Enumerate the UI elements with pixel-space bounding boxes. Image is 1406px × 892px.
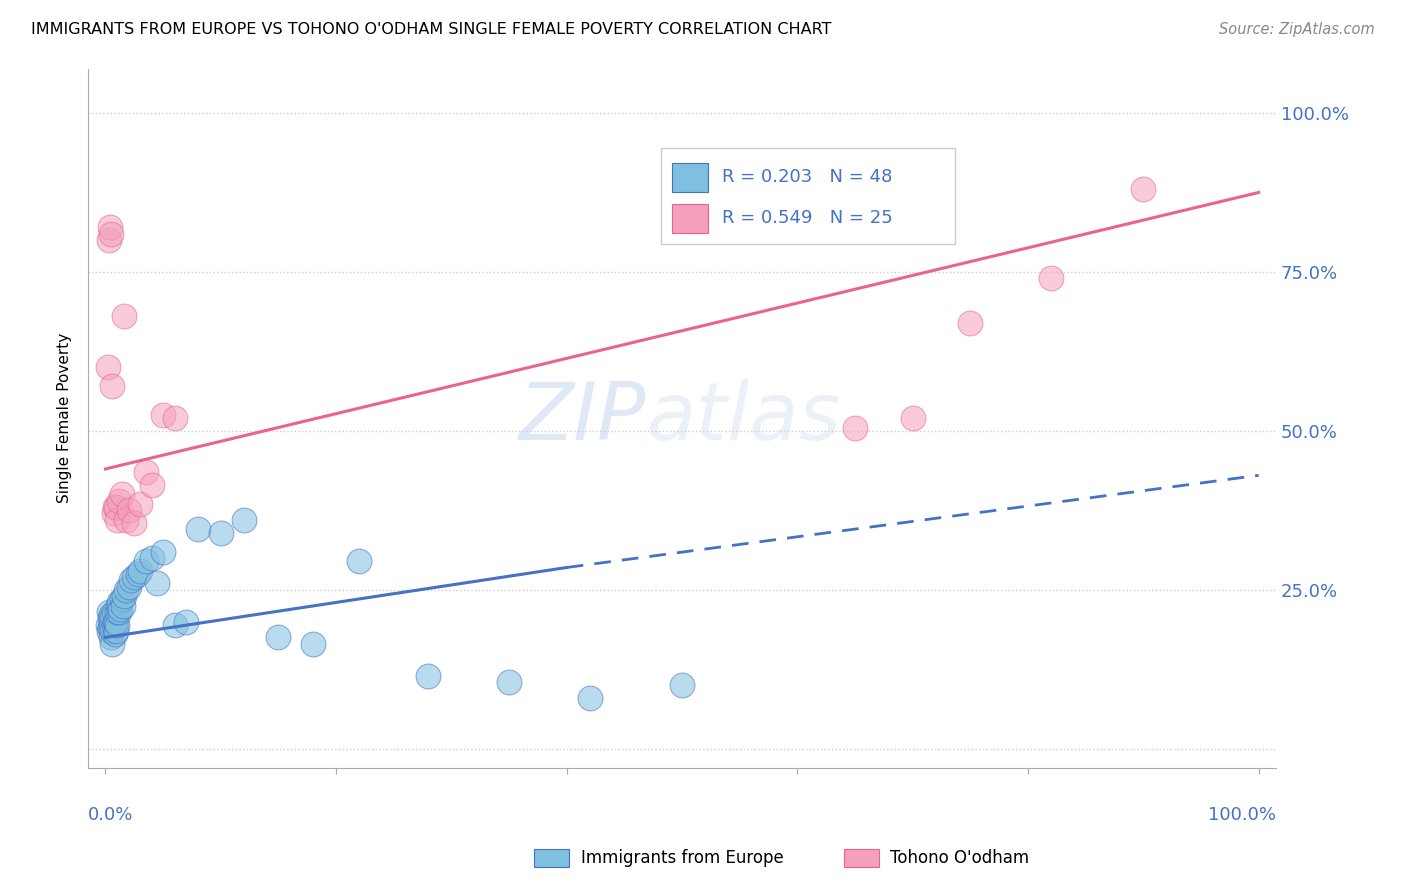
- Point: [101, 611, 124, 625]
- Point: [112, 589, 135, 603]
- Text: Tohono O'odham: Tohono O'odham: [890, 849, 1029, 867]
- Point: [111, 599, 134, 613]
- Point: [110, 487, 132, 501]
- Point: [418, 668, 440, 682]
- Point: [108, 493, 131, 508]
- Point: [100, 617, 122, 632]
- Point: [124, 570, 146, 584]
- Point: [232, 513, 254, 527]
- Point: [115, 582, 138, 597]
- Point: [98, 621, 121, 635]
- Point: [97, 617, 120, 632]
- Point: [141, 478, 163, 492]
- Point: [104, 615, 127, 629]
- Text: Source: ZipAtlas.com: Source: ZipAtlas.com: [1219, 22, 1375, 37]
- Point: [578, 690, 600, 705]
- Point: [104, 500, 127, 514]
- Text: IMMIGRANTS FROM EUROPE VS TOHONO O'ODHAM SINGLE FEMALE POVERTY CORRELATION CHART: IMMIGRANTS FROM EUROPE VS TOHONO O'ODHAM…: [31, 22, 831, 37]
- Text: Immigrants from Europe: Immigrants from Europe: [581, 849, 783, 867]
- Point: [117, 503, 139, 517]
- Text: atlas: atlas: [647, 379, 841, 457]
- Point: [302, 637, 325, 651]
- Point: [107, 599, 129, 613]
- Point: [959, 316, 981, 330]
- Point: [105, 605, 128, 619]
- Point: [1132, 182, 1154, 196]
- Point: [100, 608, 122, 623]
- Point: [141, 551, 163, 566]
- Point: [115, 513, 138, 527]
- Point: [103, 507, 125, 521]
- Point: [267, 631, 290, 645]
- Point: [498, 674, 520, 689]
- Point: [110, 602, 132, 616]
- Point: [105, 513, 128, 527]
- Point: [901, 411, 924, 425]
- Point: [97, 233, 120, 247]
- Point: [174, 615, 197, 629]
- Point: [97, 360, 120, 375]
- Point: [98, 611, 121, 625]
- Text: 0.0%: 0.0%: [89, 806, 134, 824]
- Point: [103, 605, 125, 619]
- Point: [124, 516, 146, 530]
- Point: [129, 497, 152, 511]
- Point: [1040, 271, 1063, 285]
- Y-axis label: Single Female Poverty: Single Female Poverty: [58, 333, 72, 503]
- Text: R = 0.203   N = 48: R = 0.203 N = 48: [723, 168, 893, 186]
- Point: [103, 617, 125, 632]
- Text: R = 0.549   N = 25: R = 0.549 N = 25: [723, 210, 893, 227]
- Point: [127, 566, 149, 581]
- Point: [152, 408, 174, 422]
- Point: [120, 573, 142, 587]
- Point: [146, 576, 169, 591]
- Point: [105, 617, 128, 632]
- Point: [110, 592, 132, 607]
- Point: [104, 624, 127, 638]
- Point: [97, 605, 120, 619]
- Point: [135, 554, 157, 568]
- Point: [187, 522, 209, 536]
- Point: [117, 580, 139, 594]
- Point: [112, 310, 135, 324]
- Text: ZIP: ZIP: [519, 379, 647, 457]
- Text: 100.0%: 100.0%: [1208, 806, 1277, 824]
- Point: [108, 595, 131, 609]
- Point: [129, 564, 152, 578]
- Point: [135, 465, 157, 479]
- Point: [152, 544, 174, 558]
- Point: [104, 627, 127, 641]
- Point: [101, 637, 124, 651]
- Point: [101, 379, 124, 393]
- Point: [97, 624, 120, 638]
- Point: [163, 617, 186, 632]
- Point: [100, 631, 122, 645]
- Point: [163, 411, 186, 425]
- Point: [108, 605, 131, 619]
- Point: [844, 420, 866, 434]
- Point: [209, 525, 232, 540]
- Point: [104, 500, 127, 514]
- Point: [100, 227, 122, 241]
- Point: [104, 615, 127, 629]
- Point: [347, 554, 370, 568]
- Point: [101, 624, 124, 638]
- Point: [98, 220, 121, 235]
- Point: [671, 678, 693, 692]
